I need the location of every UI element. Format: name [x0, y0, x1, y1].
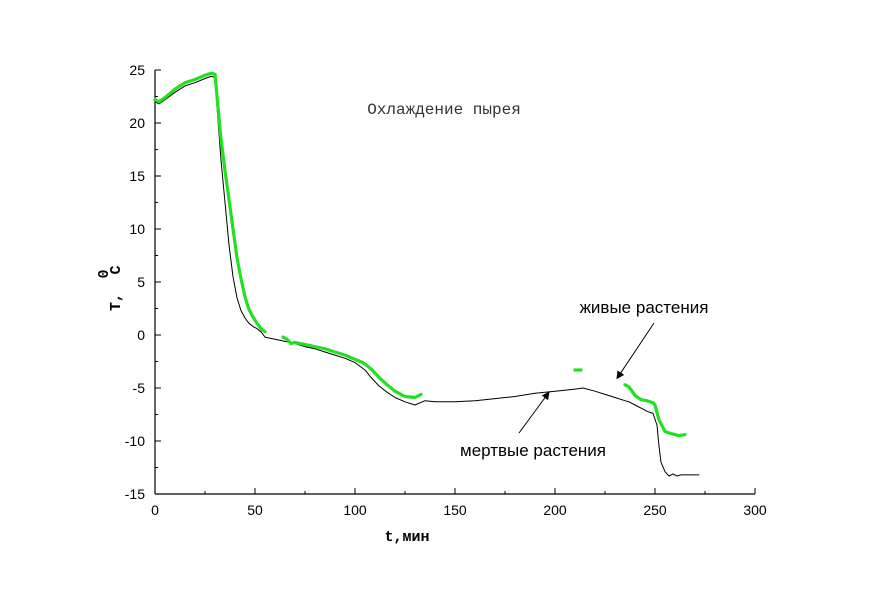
y-tick-label: 25 — [129, 62, 145, 78]
series-layer — [154, 73, 700, 477]
annotation-dead-arrow — [518, 391, 550, 434]
annotation-live-arrow — [616, 322, 655, 380]
y-tick-label: -15 — [125, 486, 145, 502]
x-tick-label: 50 — [247, 502, 263, 518]
y-tick-label: 15 — [129, 168, 145, 184]
y-tick-label: -5 — [133, 380, 146, 396]
axes: 0 50 100 150 200 250 300 -15 -10 -5 0 5 10 15 20 25 — [125, 62, 767, 518]
x-axis-title: t,мин — [384, 529, 429, 546]
annotation-dead-label: мертвые растения — [460, 441, 606, 460]
y-tick-label: 0 — [137, 327, 145, 343]
chart-title: Охлаждение пырея — [367, 101, 521, 119]
x-tick-label: 100 — [343, 502, 367, 518]
y-tick-label: -10 — [125, 433, 145, 449]
x-tick-label: 300 — [743, 502, 767, 518]
x-tick-label: 200 — [543, 502, 567, 518]
x-tick-label: 0 — [151, 502, 159, 518]
series-line-live — [155, 73, 699, 436]
y-axis-title-main: T, — [108, 293, 125, 311]
series-line-dead — [154, 75, 700, 477]
annotation-layer — [518, 322, 655, 434]
y-tick-label: 20 — [129, 115, 145, 131]
y-axis-title-unit: C — [108, 265, 125, 274]
x-tick-label: 250 — [643, 502, 667, 518]
annotation-live-label: живые растения — [580, 298, 709, 317]
x-tick-label: 150 — [443, 502, 467, 518]
y-axis-title: T, 0 C — [96, 265, 125, 311]
y-tick-label: 5 — [137, 274, 145, 290]
y-tick-label: 10 — [129, 221, 145, 237]
y-axis-title-sup: 0 — [96, 269, 113, 278]
